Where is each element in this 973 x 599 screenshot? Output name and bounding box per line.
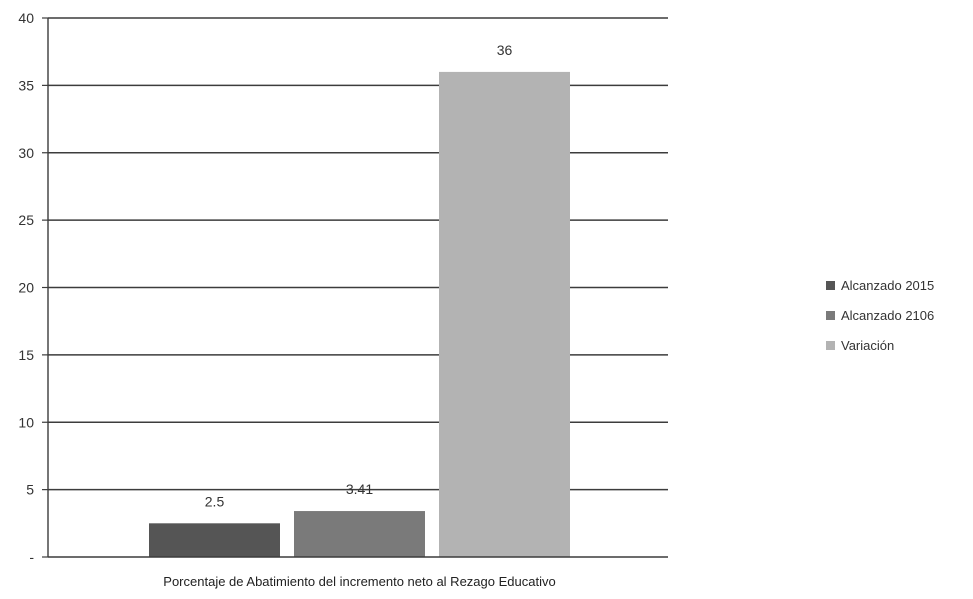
legend-label: Variación <box>841 338 894 353</box>
gridlines <box>48 17 668 491</box>
y-tick-label: 35 <box>18 77 34 93</box>
y-tick-label: 15 <box>18 347 34 363</box>
legend-swatch <box>826 281 835 290</box>
y-tick-label: 20 <box>18 280 34 296</box>
y-tick-label: 25 <box>18 212 34 228</box>
data-label: 36 <box>497 42 513 58</box>
y-tick-label: - <box>29 549 34 565</box>
legend-label: Alcanzado 2106 <box>841 308 934 323</box>
bar <box>149 523 280 557</box>
legend: Alcanzado 2015 Alcanzado 2106 Variación <box>826 278 934 353</box>
legend-swatch <box>826 311 835 320</box>
x-category-label: Porcentaje de Abatimiento del incremento… <box>163 574 555 589</box>
bar <box>294 511 425 557</box>
y-tick-label: 10 <box>18 414 34 430</box>
legend-label: Alcanzado 2015 <box>841 278 934 293</box>
y-tick-label: 5 <box>26 482 34 498</box>
data-label: 2.5 <box>205 493 225 509</box>
bars <box>149 71 570 558</box>
bar <box>439 71 570 558</box>
data-label: 3.41 <box>346 481 373 497</box>
axes: - 5 10 15 20 25 30 35 40 Porcentaje de Abatimient… <box>18 10 668 589</box>
legend-swatch <box>826 341 835 350</box>
y-tick-label: 40 <box>18 10 34 26</box>
data-labels: 2.5 3.41 36 <box>205 42 513 509</box>
y-tick-label: 30 <box>18 145 34 161</box>
